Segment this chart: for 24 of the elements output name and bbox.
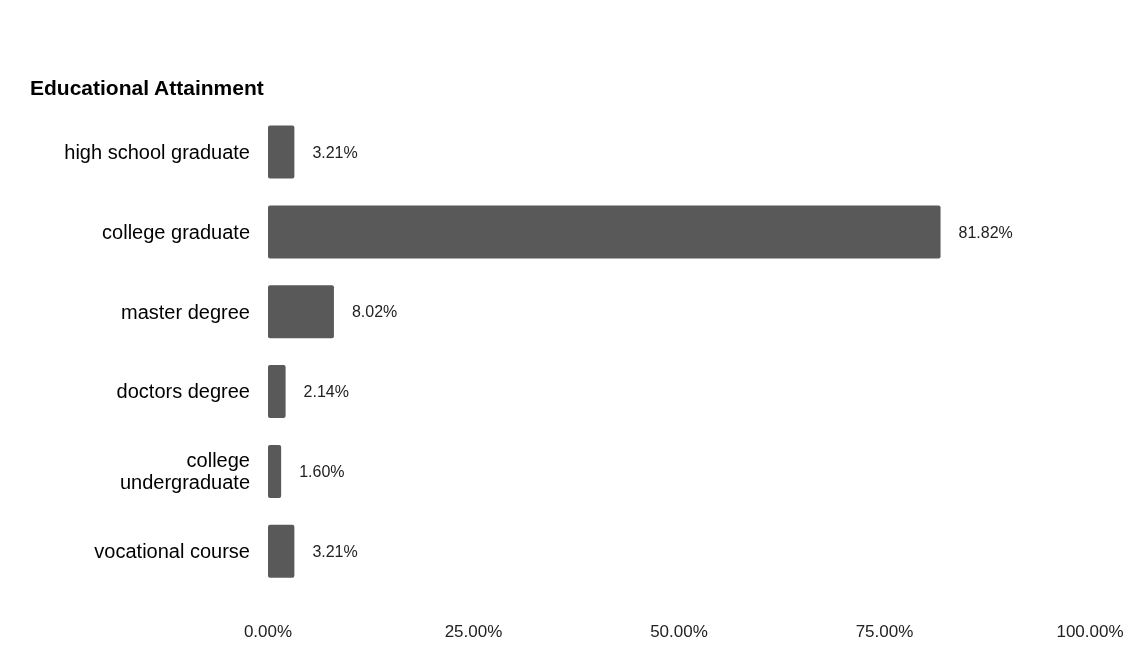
x-tick-label: 25.00%	[444, 622, 503, 642]
data-label: 3.21%	[312, 542, 358, 560]
y-tick-label: vocational course	[94, 540, 250, 563]
x-tick-label: 0.00%	[243, 622, 293, 642]
data-label: 81.82%	[958, 223, 1013, 241]
data-label: 3.21%	[312, 143, 358, 161]
chart-title: Educational Attainment	[30, 76, 264, 100]
data-label: 2.14%	[303, 383, 349, 401]
y-tick-label: college undergraduate	[119, 449, 250, 494]
bar	[268, 524, 295, 578]
data-label: 1.60%	[299, 463, 345, 481]
x-tick-label: 100.00%	[1056, 622, 1124, 642]
bar	[268, 205, 941, 259]
bar	[268, 125, 295, 179]
bar	[268, 285, 334, 339]
y-tick-label: college graduate	[102, 220, 250, 243]
x-tick-label: 75.00%	[855, 622, 914, 642]
y-tick-label: high school graduate	[64, 140, 250, 163]
data-label: 8.02%	[351, 303, 398, 321]
x-tick-label: 50.00%	[650, 622, 708, 642]
y-tick-label: doctors degree	[116, 380, 250, 403]
y-tick-label: master degree	[121, 300, 250, 323]
bar	[268, 365, 286, 419]
bar	[268, 444, 282, 498]
